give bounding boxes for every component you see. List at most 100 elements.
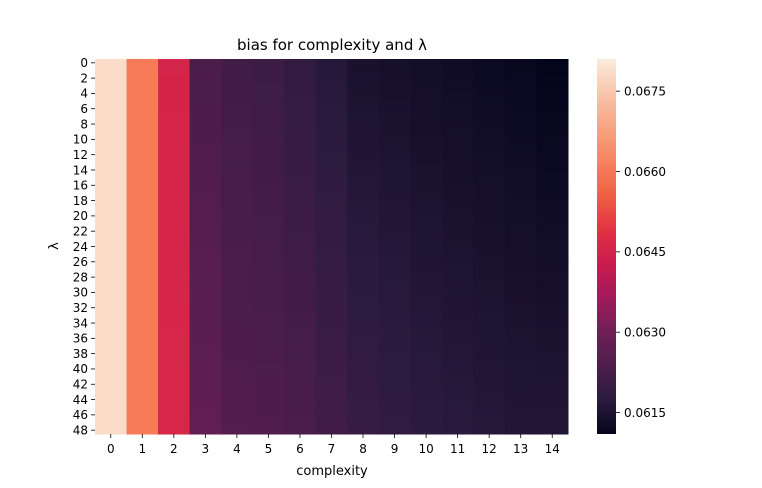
heatmap-cell bbox=[252, 120, 285, 129]
heatmap-cell bbox=[221, 326, 254, 336]
y-tick-label: 38 bbox=[73, 347, 88, 361]
heatmap-cell bbox=[378, 303, 411, 313]
heatmap-cell bbox=[378, 411, 411, 420]
heatmap-cell bbox=[158, 273, 191, 282]
heatmap-cell bbox=[347, 326, 380, 336]
heatmap-cell bbox=[347, 135, 380, 144]
heatmap-cell bbox=[252, 288, 285, 297]
colorbar-tick-label: 0.0645 bbox=[624, 245, 666, 259]
heatmap-cell bbox=[410, 212, 443, 221]
heatmap-cell bbox=[536, 97, 569, 106]
heatmap-cell bbox=[441, 219, 474, 228]
heatmap-cell bbox=[221, 173, 254, 182]
heatmap-cell bbox=[347, 319, 380, 328]
heatmap-cell bbox=[189, 311, 222, 320]
heatmap-cell bbox=[504, 365, 537, 374]
heatmap-cell bbox=[347, 380, 380, 389]
y-tick-label: 8 bbox=[80, 117, 88, 131]
heatmap-cell bbox=[315, 426, 348, 435]
heatmap-cell bbox=[189, 227, 222, 236]
heatmap-cell bbox=[473, 411, 506, 420]
heatmap-cell bbox=[189, 395, 222, 404]
heatmap-cell bbox=[378, 349, 411, 358]
heatmap-cell bbox=[441, 235, 474, 244]
heatmap-cell bbox=[410, 319, 443, 328]
heatmap-cell bbox=[189, 212, 222, 221]
heatmap-cell bbox=[536, 257, 569, 267]
heatmap-cell bbox=[473, 166, 506, 175]
heatmap-cell bbox=[284, 319, 317, 328]
heatmap-cell bbox=[126, 235, 159, 244]
heatmap-cell bbox=[504, 288, 537, 297]
heatmap-cell bbox=[252, 311, 285, 320]
heatmap-cell bbox=[95, 349, 128, 358]
heatmap-cell bbox=[158, 342, 191, 351]
heatmap-cell bbox=[410, 181, 443, 190]
heatmap-cell bbox=[410, 97, 443, 106]
heatmap-cell bbox=[189, 388, 222, 397]
heatmap-cell bbox=[95, 426, 128, 435]
heatmap-cell bbox=[536, 403, 569, 412]
heatmap-cell bbox=[378, 66, 411, 75]
heatmap-cell bbox=[221, 89, 254, 98]
heatmap-cell bbox=[441, 143, 474, 152]
heatmap-cell bbox=[95, 411, 128, 420]
heatmap-cell bbox=[504, 395, 537, 404]
heatmap-cell bbox=[315, 112, 348, 121]
heatmap-cell bbox=[284, 380, 317, 389]
heatmap-cell bbox=[252, 426, 285, 435]
y-tick-label: 34 bbox=[73, 316, 88, 330]
heatmap-cell bbox=[473, 120, 506, 129]
heatmap-cell bbox=[158, 349, 191, 358]
heatmap-cell bbox=[504, 257, 537, 267]
heatmap-cell bbox=[378, 143, 411, 152]
heatmap-cell bbox=[473, 181, 506, 190]
heatmap-cell bbox=[252, 280, 285, 290]
heatmap-cell bbox=[378, 280, 411, 290]
heatmap-cell bbox=[536, 365, 569, 374]
heatmap-cell bbox=[221, 196, 254, 205]
heatmap-cell bbox=[473, 59, 506, 68]
x-tick-label: 6 bbox=[296, 442, 304, 456]
heatmap-cell bbox=[441, 280, 474, 290]
heatmap-cell bbox=[189, 273, 222, 282]
heatmap-cell bbox=[378, 97, 411, 106]
heatmap-cell bbox=[347, 242, 380, 251]
heatmap-cell bbox=[536, 319, 569, 328]
heatmap-cell bbox=[536, 334, 569, 343]
heatmap-cell bbox=[158, 418, 191, 427]
heatmap-cell bbox=[378, 273, 411, 282]
heatmap-cell bbox=[473, 97, 506, 106]
heatmap-cell bbox=[378, 265, 411, 274]
heatmap-cell bbox=[473, 81, 506, 91]
heatmap-cell bbox=[252, 97, 285, 106]
heatmap-cell bbox=[315, 326, 348, 336]
heatmap-cell bbox=[158, 173, 191, 182]
heatmap-cell bbox=[441, 288, 474, 297]
heatmap-cell bbox=[158, 311, 191, 320]
heatmap-cell bbox=[536, 219, 569, 228]
heatmap-cell bbox=[378, 135, 411, 144]
heatmap-cell bbox=[95, 120, 128, 129]
y-tick-label: 16 bbox=[73, 179, 88, 193]
heatmap-cell bbox=[441, 196, 474, 205]
heatmap-cell bbox=[536, 189, 569, 198]
heatmap-cell bbox=[252, 357, 285, 366]
heatmap-cell bbox=[252, 81, 285, 91]
heatmap-cell bbox=[284, 403, 317, 412]
heatmap-cell bbox=[504, 150, 537, 159]
heatmap-cell bbox=[95, 395, 128, 404]
y-tick-label: 24 bbox=[73, 240, 88, 254]
heatmap-cell bbox=[473, 395, 506, 404]
heatmap-cell bbox=[158, 365, 191, 374]
heatmap-cell bbox=[473, 66, 506, 75]
x-tick-label: 4 bbox=[233, 442, 241, 456]
heatmap-cell bbox=[126, 388, 159, 397]
heatmap-cell bbox=[95, 150, 128, 159]
y-tick-label: 14 bbox=[73, 163, 88, 177]
colorbar-ticks: 0.0615 0.0630 0.0645 0.0660 0.0675 bbox=[616, 84, 666, 420]
heatmap-cell bbox=[504, 166, 537, 175]
heatmap-cell bbox=[504, 235, 537, 244]
heatmap-cell bbox=[315, 227, 348, 236]
heatmap-cell bbox=[347, 235, 380, 244]
